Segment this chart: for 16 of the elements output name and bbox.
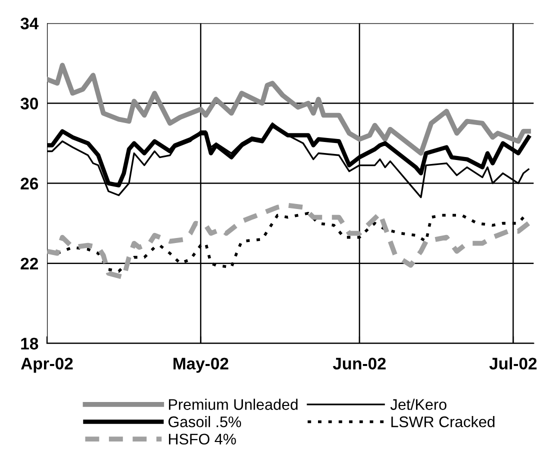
y-tick-label: 34 (20, 18, 39, 30)
legend-label: Gasoil .5% (168, 416, 242, 428)
line-series (47, 202, 531, 280)
y-tick-label: 26 (20, 178, 38, 190)
y-tick-label: 30 (20, 98, 38, 110)
x-tick-label: Jul-02 (489, 357, 537, 370)
x-tick-label: May-02 (174, 358, 228, 373)
x-tick-label: Apr-02 (21, 358, 73, 373)
legend-label: LSWR Cracked (391, 416, 494, 428)
legend-label: HSFO 4% (168, 434, 236, 445)
x-tick-label: Jun-02 (332, 358, 386, 370)
y-tick-label: 18 (21, 338, 38, 350)
line-series (47, 62, 531, 156)
legend-label: Premium Unleaded (168, 398, 298, 410)
y-tick-label: 22 (20, 258, 38, 270)
legend-label: Jet/Kero (390, 398, 446, 410)
